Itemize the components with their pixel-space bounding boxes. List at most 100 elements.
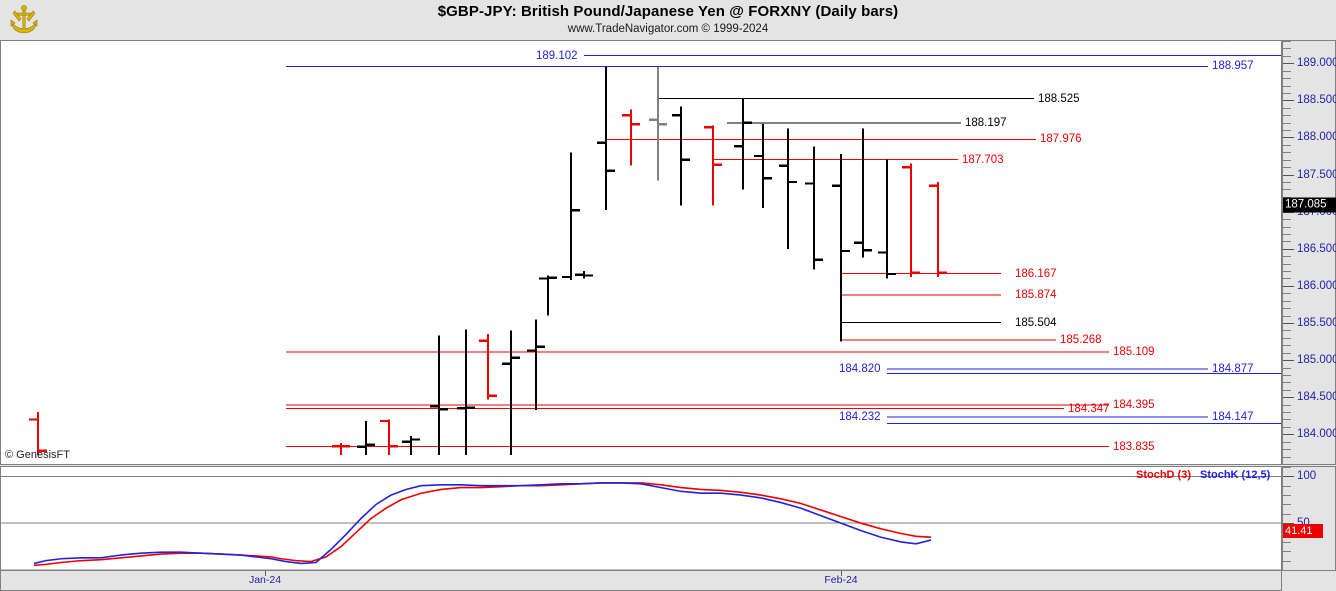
price-axis-minor-tick [1283, 144, 1291, 146]
ohlc-bar [734, 98, 752, 190]
price-axis-major-tick [1283, 285, 1294, 287]
price-axis-minor-tick [1283, 226, 1291, 228]
price-level-label-right: 185.504 [1015, 316, 1057, 329]
date-axis-label: Jan-24 [248, 574, 282, 586]
ohlc-bar [754, 124, 772, 208]
price-level-label-right: 188.525 [1038, 92, 1080, 105]
price-axis-minor-tick [1283, 159, 1291, 161]
stochastic-legend-item[interactable]: StochK (12,5) [1200, 469, 1271, 481]
stochastic-legend-item[interactable]: StochD (3) [1136, 469, 1191, 481]
page-title: $GBP-JPY: British Pound/Japanese Yen @ F… [437, 3, 899, 20]
stochastic-k-line [33, 482, 932, 565]
price-axis-minor-tick [1283, 300, 1291, 302]
price-axis-minor-tick [1283, 48, 1291, 50]
ohlc-bar [380, 419, 398, 456]
price-axis-minor-tick [1283, 456, 1291, 458]
price-axis-minor-tick [1283, 55, 1291, 57]
price-axis-minor-tick [1283, 241, 1291, 243]
stochastic-axis-major-tick [1283, 476, 1294, 478]
price-axis-label: 184.000 [1297, 428, 1336, 441]
stochastic-value-badge: 41.41 [1283, 524, 1323, 539]
ohlc-bar [805, 146, 823, 270]
stochastic-axis-minor-tick [1283, 551, 1291, 553]
price-axis-minor-tick [1283, 389, 1291, 391]
price-axis-minor-tick [1283, 293, 1291, 295]
price-axis-minor-tick [1283, 115, 1291, 117]
stochastic-axis-minor-tick [1283, 513, 1291, 515]
stochastic-axis-minor-tick [1283, 495, 1291, 497]
price-level-label-right: 187.976 [1040, 133, 1082, 146]
genesisft-watermark: © GenesisFT [5, 449, 70, 461]
ohlc-bar [832, 153, 850, 342]
price-level-label-right: 184.347 [1068, 402, 1110, 415]
ohlc-bar [357, 420, 375, 456]
price-axis-major-tick [1283, 397, 1294, 399]
chart-subtitle: www.TradeNavigator.com © 1999-2024 [567, 23, 769, 35]
ohlc-bar [672, 106, 690, 206]
price-axis-minor-tick [1283, 70, 1291, 72]
date-axis-label: Feb-24 [824, 574, 858, 586]
price-axis-minor-tick [1283, 315, 1291, 317]
price-axis-minor-tick [1283, 41, 1291, 42]
price-axis-minor-tick [1283, 412, 1291, 414]
price-axis-minor-tick [1283, 152, 1291, 154]
ohlc-bar [704, 125, 722, 206]
price-level-label-right: 187.703 [962, 153, 1004, 166]
price-axis-minor-tick [1283, 345, 1291, 347]
price-axis-major-tick [1283, 248, 1294, 250]
ohlc-bar [622, 109, 640, 166]
price-axis-major-tick [1283, 434, 1294, 436]
price-axis-label: 185.000 [1297, 354, 1336, 367]
stochastic-axis-major-tick [1283, 523, 1294, 525]
price-axis-minor-tick [1283, 441, 1291, 443]
ohlc-bar [479, 334, 497, 400]
price-axis-minor-tick [1283, 352, 1291, 354]
stochastic-axis-minor-tick [1283, 560, 1291, 562]
ohlc-bar [539, 275, 557, 316]
ohlc-bar [597, 66, 615, 211]
price-level-label-left: 189.102 [536, 49, 578, 62]
ohlc-bar [878, 159, 896, 279]
date-axis-tick [841, 571, 842, 576]
ohlc-bar [902, 163, 920, 277]
stochastic-axis-minor-tick [1283, 504, 1291, 506]
ohlc-bar [575, 271, 593, 279]
price-axis-minor-tick [1283, 330, 1291, 332]
price-axis-label: 186.500 [1297, 242, 1336, 255]
price-axis-minor-tick [1283, 382, 1291, 384]
price-axis-minor-tick [1283, 182, 1291, 183]
price-level-label-left: 184.820 [839, 363, 881, 376]
price-axis-minor-tick [1283, 367, 1291, 369]
price-axis-minor-tick [1283, 219, 1291, 221]
price-axis-label: 185.500 [1297, 317, 1336, 329]
ohlc-bar [502, 330, 520, 456]
price-axis-major-tick [1283, 63, 1294, 65]
price-chart-pane[interactable]: 189.102 188.957 188.525 188.197 187.976 187.7… [0, 40, 1282, 465]
price-axis-label: 188.000 [1297, 131, 1336, 144]
price-axis-label: 186.000 [1297, 279, 1336, 292]
ohlc-bar [929, 182, 947, 277]
stochastic-axis[interactable]: 100 50 41.41 [1282, 466, 1336, 571]
ohlc-bar [649, 66, 667, 181]
price-axis-major-tick [1283, 137, 1294, 139]
price-level-label-right: 184.395 [1113, 399, 1155, 411]
price-axis[interactable]: 189.000188.500188.000187.500187.000186.5… [1282, 40, 1336, 465]
price-axis-minor-tick [1283, 426, 1291, 428]
price-axis-minor-tick [1283, 130, 1291, 132]
stochastic-axis-minor-tick [1283, 467, 1291, 468]
price-level-label-right: 184.877 [1212, 363, 1254, 376]
price-axis-minor-tick [1283, 464, 1291, 465]
price-axis-major-tick [1283, 174, 1294, 176]
current-price-badge: 187.085 [1283, 197, 1336, 213]
stochastic-axis-minor-tick [1283, 570, 1291, 571]
price-axis-minor-tick [1283, 278, 1291, 280]
price-level-label-left: 184.232 [839, 411, 881, 424]
date-axis[interactable]: Jan-24 Feb-24 [0, 571, 1282, 591]
chart-header: $GBP-JPY: British Pound/Japanese Yen @ F… [0, 0, 1336, 40]
price-level-label-right: 184.147 [1212, 411, 1254, 424]
price-axis-minor-tick [1283, 122, 1291, 124]
stochastic-indicator-pane[interactable]: StochD (3) StochK (12,5) [0, 466, 1282, 571]
price-axis-minor-tick [1283, 374, 1291, 376]
price-bars-overlay [29, 55, 1281, 456]
price-axis-minor-tick [1283, 404, 1291, 406]
